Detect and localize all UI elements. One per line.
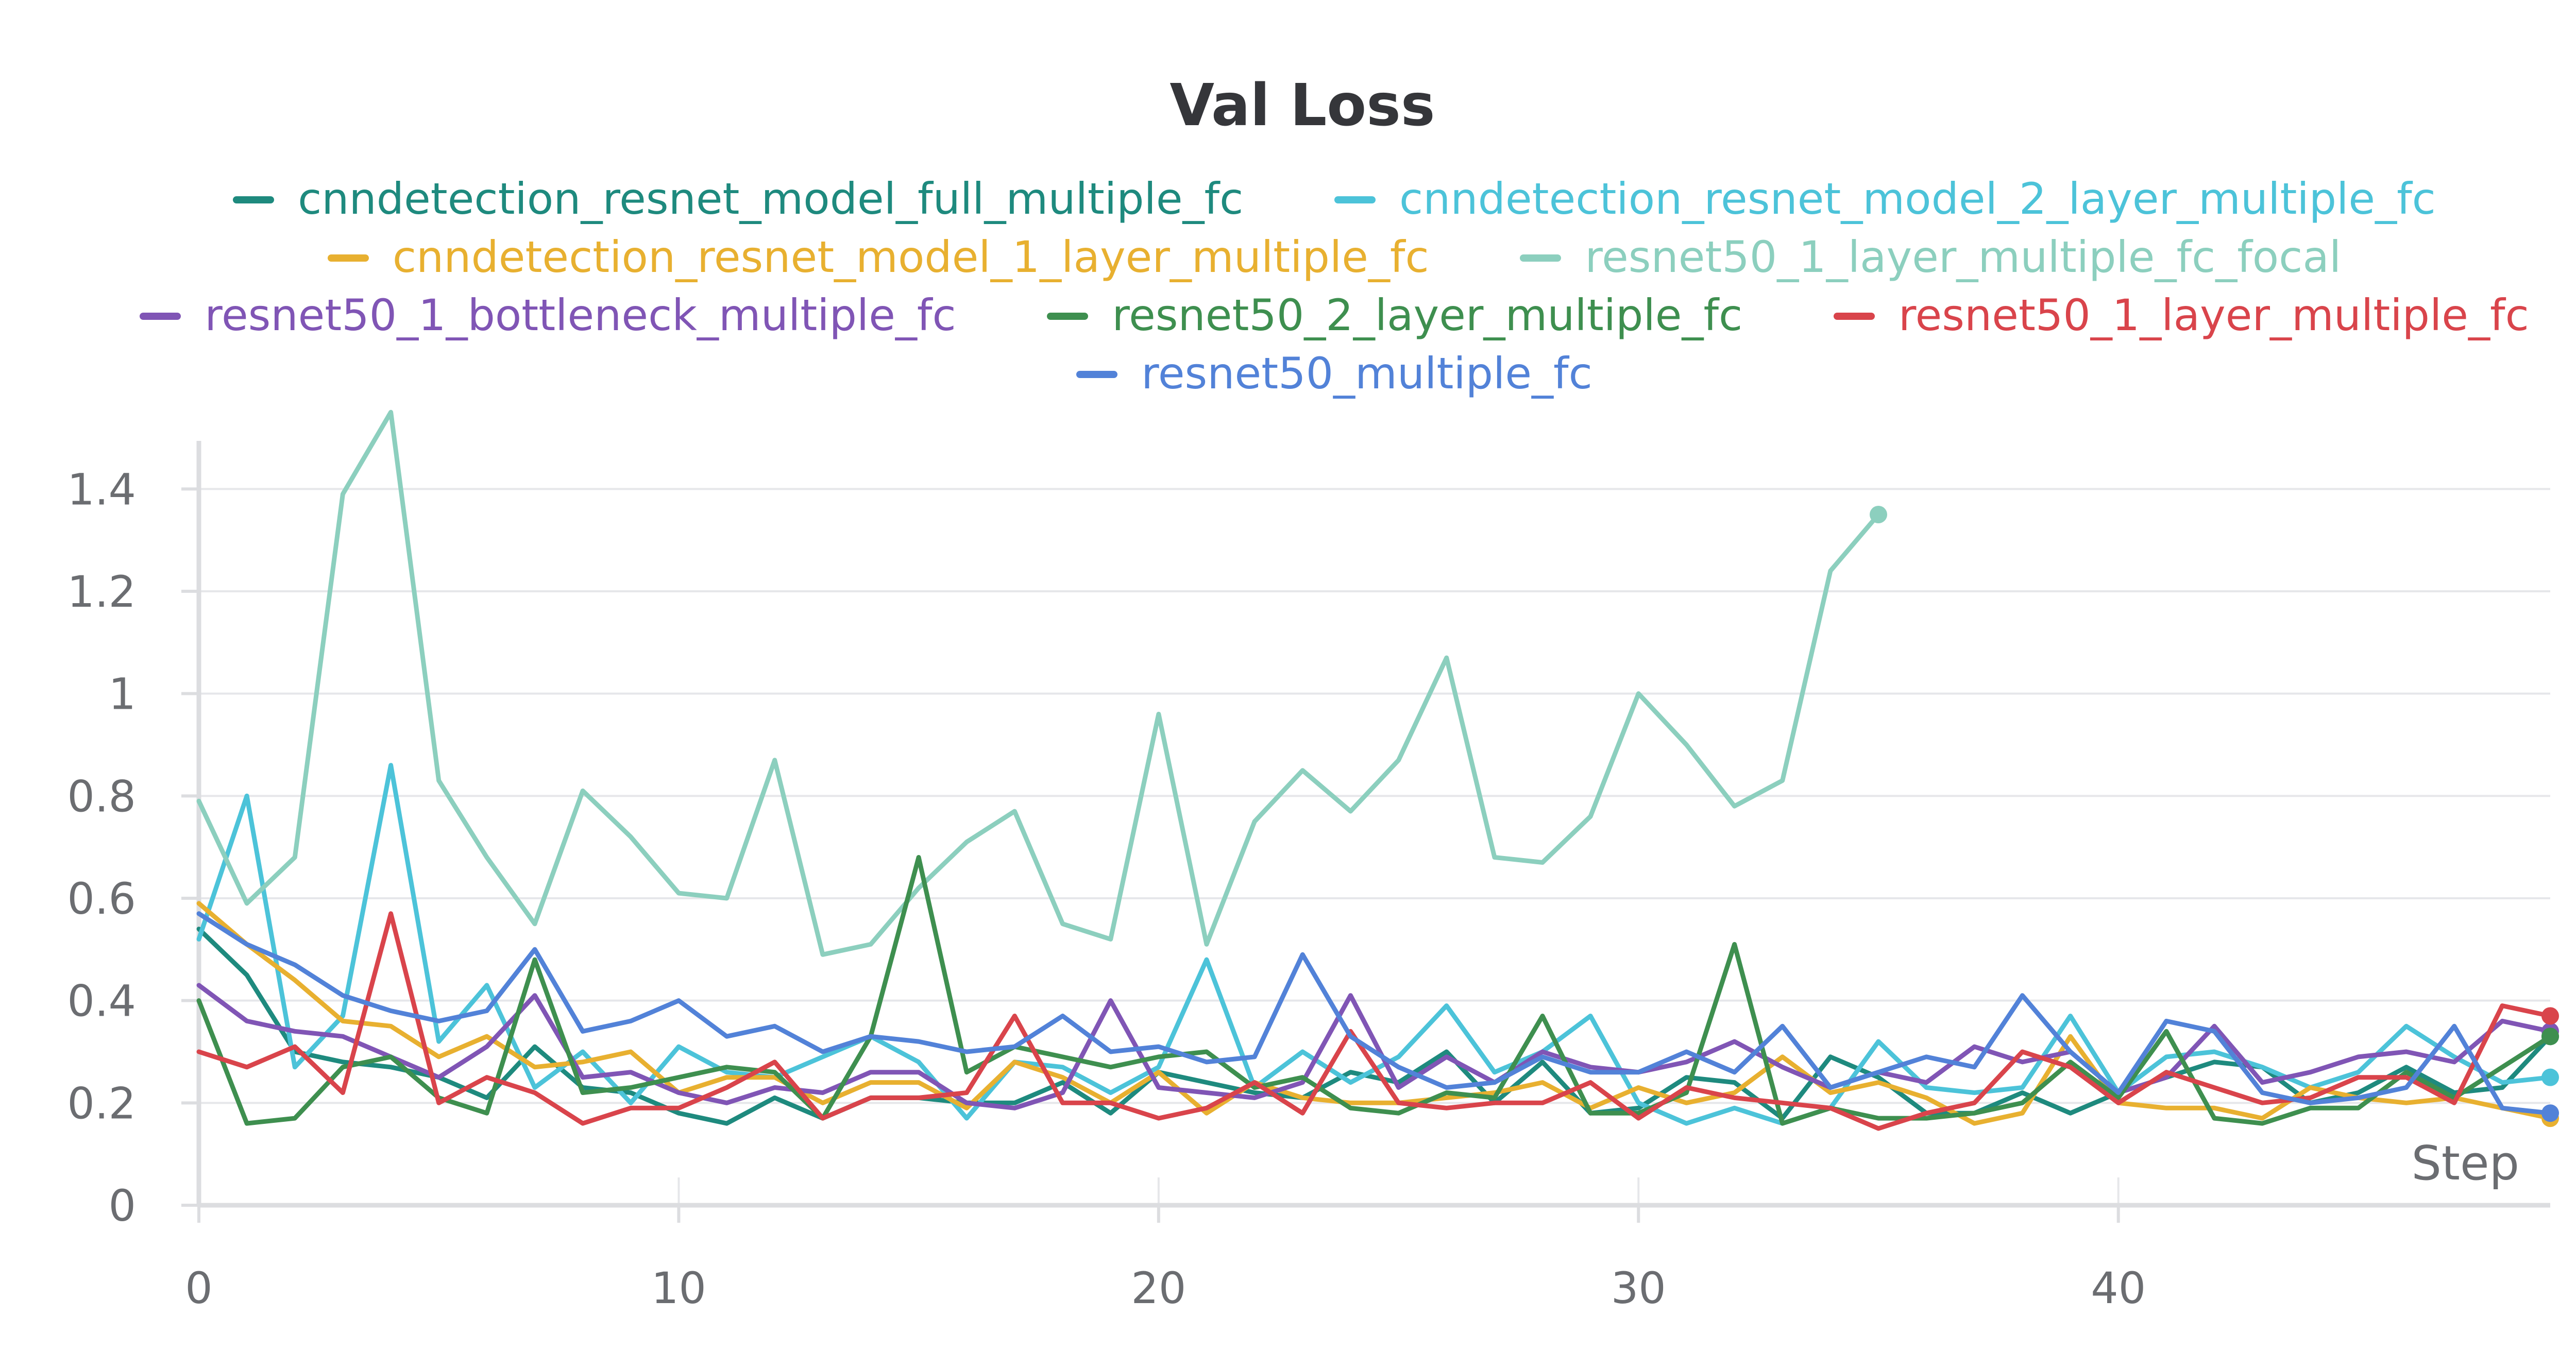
x-tick-label: 30	[1611, 1263, 1666, 1313]
legend-swatch	[1520, 254, 1562, 262]
y-tick-label: 0.4	[67, 976, 136, 1027]
series-end-marker-1	[2541, 1068, 2559, 1086]
legend-row: cnndetection_resnet_model_full_multiple_…	[72, 170, 2576, 228]
series-lines	[196, 409, 2559, 1131]
x-tick-label: 40	[2091, 1263, 2146, 1313]
x-tick-label: 0	[185, 1263, 212, 1313]
legend-label: resnet50_1_bottleneck_multiple_fc	[205, 290, 956, 340]
legend-label: cnndetection_resnet_model_2_layer_multip…	[1399, 174, 2436, 224]
legend-swatch	[327, 254, 369, 262]
legend-label: cnndetection_resnet_model_full_multiple_…	[298, 174, 1244, 224]
legend-swatch	[140, 313, 181, 320]
legend-item-series-5[interactable]: resnet50_2_layer_multiple_fc	[1047, 286, 1742, 345]
legend-row: resnet50_1_bottleneck_multiple_fc resnet…	[72, 286, 2576, 345]
x-axis-label: Step	[2412, 1136, 2519, 1191]
y-tick-label: 0.8	[67, 771, 136, 822]
series-line-7	[196, 911, 2553, 1116]
legend-label: cnndetection_resnet_model_1_layer_multip…	[392, 232, 1429, 282]
legend-row: resnet50_multiple_fc	[72, 345, 2576, 403]
legend-item-series-1[interactable]: cnndetection_resnet_model_2_layer_multip…	[1334, 170, 2436, 228]
y-tick-label: 0.2	[67, 1078, 136, 1128]
x-tick-label: 20	[1131, 1263, 1186, 1313]
series-line-5	[196, 855, 2553, 1126]
legend-item-series-3[interactable]: resnet50_1_layer_multiple_fc_focal	[1520, 228, 2341, 286]
legend-swatch	[1334, 196, 1376, 204]
legend-swatch	[233, 196, 275, 204]
legend-item-series-2[interactable]: cnndetection_resnet_model_1_layer_multip…	[327, 228, 1429, 286]
legend-swatch	[1076, 371, 1118, 379]
chart-legend: cnndetection_resnet_model_full_multiple_…	[72, 170, 2576, 403]
legend-label: resnet50_1_layer_multiple_fc	[1898, 290, 2529, 340]
axes	[181, 441, 2550, 1223]
legend-row: cnndetection_resnet_model_1_layer_multip…	[72, 228, 2576, 286]
y-tick-label: 0	[109, 1181, 136, 1231]
chart-title: Val Loss	[1170, 72, 1435, 139]
series-line-2	[196, 901, 2553, 1126]
legend-swatch	[1047, 313, 1089, 320]
tick-labels: 0 0.2 0.4 0.6 0.8 1 1.2 1.4 0 10 20 30 40	[67, 464, 2146, 1313]
y-tick-label: 1.4	[67, 464, 136, 515]
y-tick-label: 1.2	[67, 567, 136, 617]
series-end-marker-7	[2541, 1104, 2559, 1122]
legend-item-series-0[interactable]: cnndetection_resnet_model_full_multiple_…	[233, 170, 1243, 228]
legend-item-series-7[interactable]: resnet50_multiple_fc	[1076, 345, 1592, 403]
legend-label: resnet50_2_layer_multiple_fc	[1112, 290, 1743, 340]
legend-item-series-6[interactable]: resnet50_1_layer_multiple_fc	[1833, 286, 2529, 345]
legend-label: resnet50_multiple_fc	[1141, 348, 1592, 399]
y-tick-label: 1	[109, 669, 136, 720]
y-tick-label: 0.6	[67, 874, 136, 924]
legend-swatch	[1833, 313, 1875, 320]
x-tick-label: 10	[651, 1263, 706, 1313]
series-line-3	[196, 409, 1881, 957]
series-line-6	[196, 911, 2553, 1131]
series-end-marker-6	[2541, 1007, 2559, 1025]
legend-label: resnet50_1_layer_multiple_fc_focal	[1585, 232, 2342, 282]
series-end-marker-5	[2541, 1028, 2559, 1046]
series-end-marker-3	[1870, 506, 1887, 523]
legend-item-series-4[interactable]: resnet50_1_bottleneck_multiple_fc	[140, 286, 956, 345]
gridlines	[198, 488, 2550, 1205]
